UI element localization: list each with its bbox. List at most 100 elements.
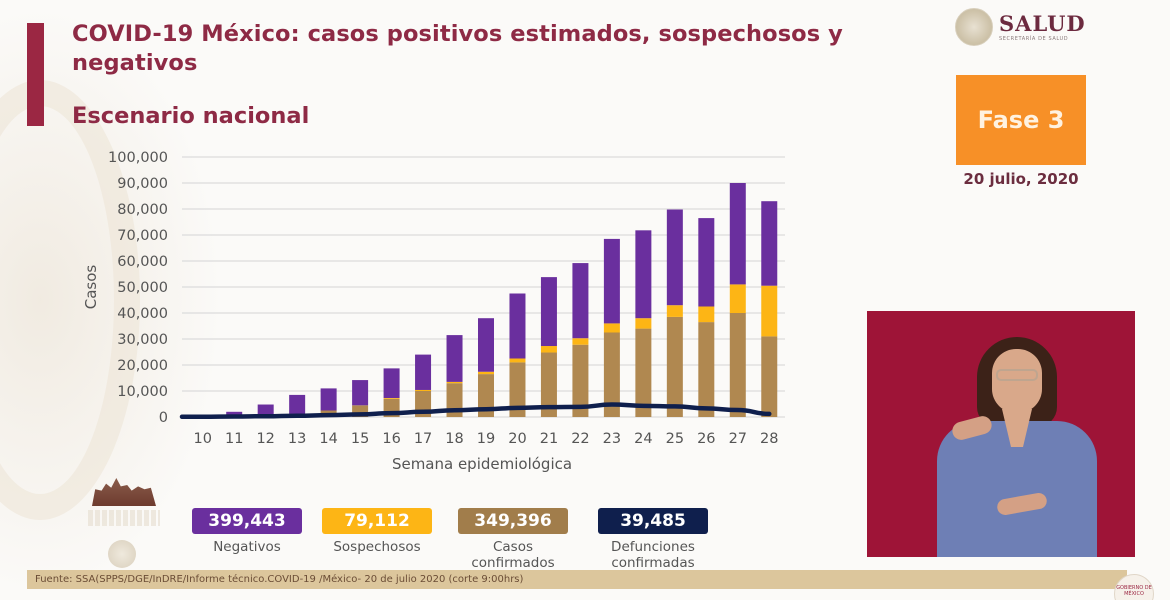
page-subtitle: Escenario nacional xyxy=(72,103,310,129)
bar-negativos xyxy=(729,183,746,285)
bar-casos-confirmados xyxy=(509,362,526,417)
x-tick-label: 12 xyxy=(256,431,274,447)
bar-negativos xyxy=(226,411,243,417)
y-tick-label: 50,000 xyxy=(117,280,168,296)
y-tick-label: 0 xyxy=(159,410,168,426)
bars xyxy=(194,183,778,417)
bar-casos-confirmados xyxy=(698,322,715,417)
bar-sospechosos xyxy=(603,323,620,333)
interpreter-face xyxy=(992,349,1042,413)
y-tick-label: 30,000 xyxy=(117,332,168,348)
bar-casos-confirmados xyxy=(603,332,620,417)
stat-label: Negativos xyxy=(213,539,281,555)
gobierno-mexico-badge: GOBIERNO DE MÉXICO xyxy=(1114,574,1154,600)
bar-negativos xyxy=(446,335,463,382)
source-footer: Fuente: SSA(SPPS/DGE/InDRE/Informe técni… xyxy=(27,570,1127,589)
stat-negativos: 399,443 Negativos xyxy=(192,508,302,555)
bar-negativos xyxy=(352,380,369,406)
bar-negativos xyxy=(478,318,494,372)
bar-negativos xyxy=(666,209,683,306)
bar-sospechosos xyxy=(478,371,494,375)
x-tick-label: 20 xyxy=(508,431,526,447)
stat-value: 399,443 xyxy=(192,508,302,534)
title-accent-bar xyxy=(27,23,44,126)
bar-casos-confirmados xyxy=(352,405,369,417)
x-tick-label: 14 xyxy=(319,431,337,447)
stat-value: 79,112 xyxy=(322,508,432,534)
stat-sospechosos: 79,112 Sospechosos xyxy=(322,508,432,555)
national-seal-icon xyxy=(955,8,993,46)
stat-casos-confirmados: 349,396 Casos confirmados xyxy=(458,508,568,571)
bar-negativos xyxy=(572,263,589,339)
bar-casos-confirmados xyxy=(761,336,778,417)
y-tick-label: 10,000 xyxy=(117,384,168,400)
x-tick-label: 24 xyxy=(634,431,652,447)
y-tick-label: 90,000 xyxy=(117,176,168,192)
bar-sospechosos xyxy=(698,306,715,323)
bar-negativos xyxy=(383,368,400,399)
bar-casos-confirmados xyxy=(729,313,746,417)
bar-sospechosos xyxy=(383,398,400,399)
bar-negativos xyxy=(761,201,778,286)
bar-sospechosos xyxy=(729,284,746,313)
bar-negativos xyxy=(509,293,526,359)
deaths-line xyxy=(179,402,772,419)
bar-sospechosos xyxy=(635,318,652,329)
bar-negativos xyxy=(257,404,274,417)
y-tick-label: 80,000 xyxy=(117,202,168,218)
bar-sospechosos xyxy=(446,381,463,384)
bar-casos-confirmados xyxy=(478,374,494,417)
bar-casos-confirmados xyxy=(666,316,683,417)
anniversary-emblem-text xyxy=(88,510,160,526)
bar-negativos xyxy=(635,230,652,319)
x-tick-label: 15 xyxy=(351,431,369,447)
government-seal-icon xyxy=(108,540,136,568)
x-tick-label: 21 xyxy=(540,431,558,447)
y-axis-title: Casos xyxy=(82,265,100,310)
line-defunciones xyxy=(179,402,772,419)
bar-sospechosos xyxy=(509,358,526,363)
bar-negativos xyxy=(540,277,557,347)
gridlines xyxy=(182,156,785,418)
bar-casos-confirmados xyxy=(540,352,557,417)
x-axis-title: Semana epidemiológica xyxy=(392,455,572,473)
y-tick-label: 100,000 xyxy=(108,150,168,166)
stat-value: 349,396 xyxy=(458,508,568,534)
interpreter-glasses xyxy=(996,369,1038,381)
bar-casos-confirmados xyxy=(635,328,652,417)
stat-label: Defunciones confirmadas xyxy=(611,539,695,571)
bar-sospechosos xyxy=(572,338,589,345)
bar-negativos xyxy=(320,388,337,411)
x-tick-label: 11 xyxy=(225,431,243,447)
phase-date: 20 julio, 2020 xyxy=(963,170,1079,188)
bar-casos-confirmados xyxy=(572,344,589,417)
x-tick-label: 22 xyxy=(571,431,589,447)
bar-sospechosos xyxy=(540,346,557,353)
bar-sospechosos xyxy=(415,389,432,391)
stat-value: 39,485 xyxy=(598,508,708,534)
x-tick-label: 28 xyxy=(760,431,778,447)
x-tick-label: 26 xyxy=(697,431,715,447)
page-title: COVID-19 México: casos positivos estimad… xyxy=(72,21,843,76)
y-tick-label: 70,000 xyxy=(117,228,168,244)
x-tick-label: 13 xyxy=(288,431,306,447)
y-tick-label: 40,000 xyxy=(117,306,168,322)
logo-tagline: SECRETARÍA DE SALUD xyxy=(999,36,1069,42)
y-axis-ticks: 0 10,000 20,000 30,000 40,000 50,000 60,000 70,… xyxy=(108,150,168,426)
stat-defunciones: 39,485 Defunciones confirmadas xyxy=(598,508,708,571)
x-axis-ticks: 10 11 12 13 14 15 16 17 18 19 20 21 22 23 24 25 26 27 28 xyxy=(194,431,779,447)
bar-negativos xyxy=(289,394,306,414)
bar-sospechosos xyxy=(761,285,778,337)
salud-logo: SALUD SECRETARÍA DE SALUD xyxy=(955,8,1086,46)
bar-negativos xyxy=(603,238,620,324)
x-tick-label: 19 xyxy=(477,431,495,447)
y-tick-label: 20,000 xyxy=(117,358,168,374)
stat-label: Sospechosos xyxy=(333,539,421,555)
phase-badge: Fase 3 xyxy=(956,75,1086,165)
x-tick-label: 23 xyxy=(603,431,621,447)
bar-negativos xyxy=(698,218,715,307)
x-tick-label: 25 xyxy=(666,431,684,447)
bar-sospechosos xyxy=(666,305,683,317)
x-tick-label: 17 xyxy=(414,431,432,447)
